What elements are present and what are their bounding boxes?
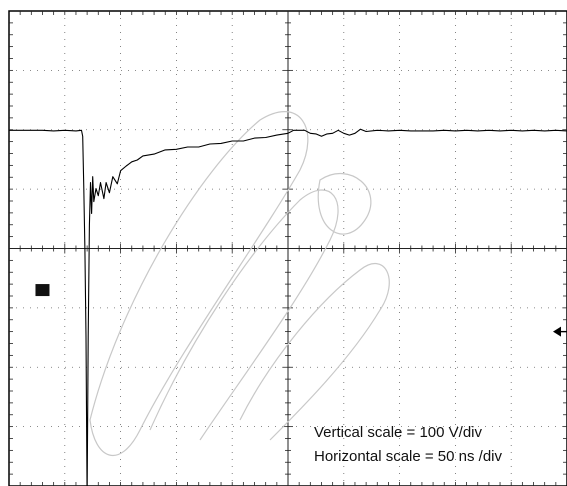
- series-line-0: [9, 128, 567, 486]
- horizontal-scale-label: Horizontal scale = 50 ns /div: [314, 448, 503, 465]
- trigger-ground-marker: [35, 284, 50, 297]
- markers: [35, 284, 567, 337]
- trace: [9, 128, 567, 486]
- grid: [8, 10, 567, 486]
- trigger-level-arrow-icon: [553, 326, 561, 337]
- vertical-scale-label: Vertical scale = 100 V/div: [314, 424, 483, 441]
- watermark: [89, 111, 390, 457]
- annotations: Vertical scale = 100 V/div Horizontal sc…: [314, 424, 503, 465]
